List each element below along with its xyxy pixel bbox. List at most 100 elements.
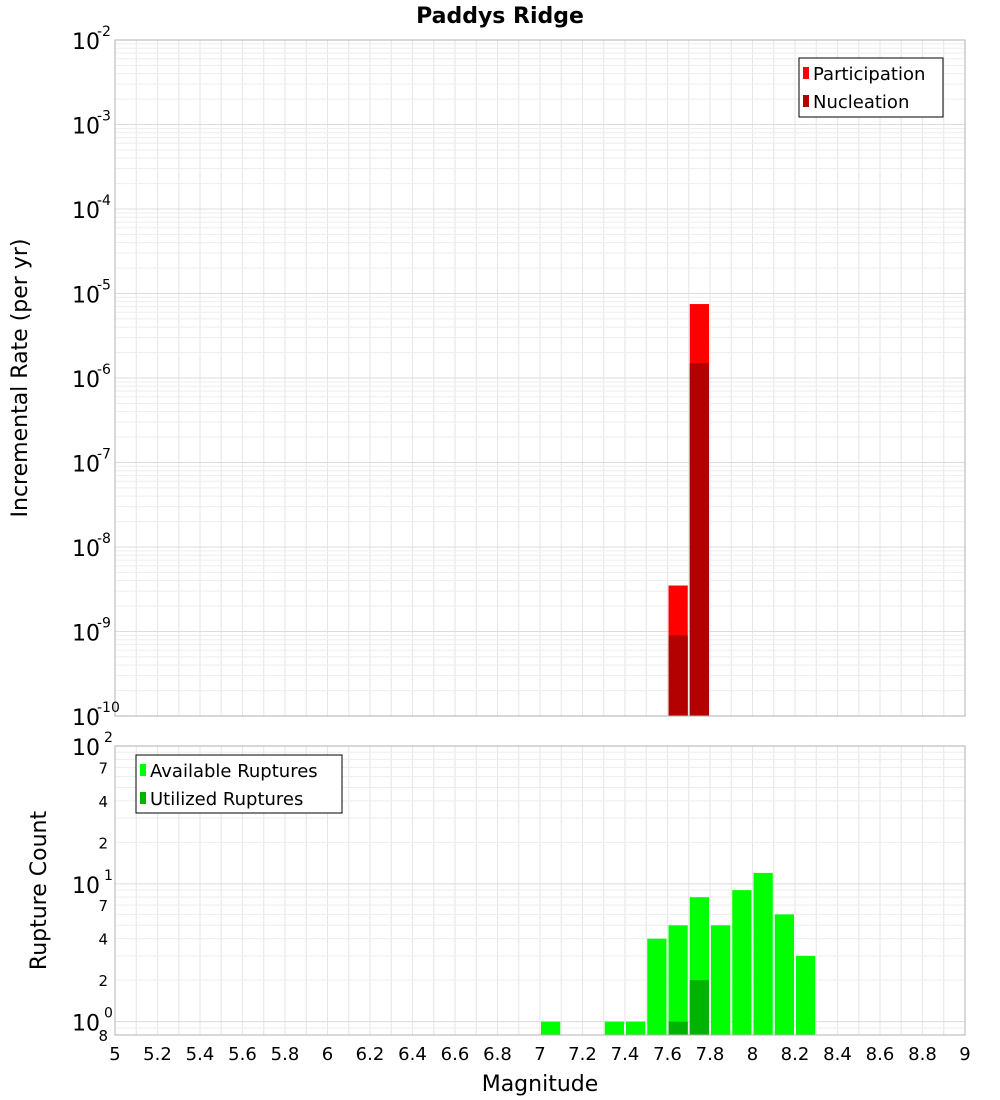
x-tick-label: 9 bbox=[959, 1044, 970, 1065]
bottom-legend-swatch bbox=[140, 764, 146, 776]
top-legend-swatch bbox=[803, 95, 809, 107]
nucleation-bar bbox=[689, 363, 709, 716]
top-grid bbox=[114, 40, 966, 717]
x-tick-label: 5.8 bbox=[271, 1044, 300, 1065]
x-tick-label: 5.4 bbox=[186, 1044, 215, 1065]
y-tick-base: 10 bbox=[72, 874, 100, 899]
y-tick-base: 10 bbox=[72, 706, 100, 731]
utilized-ruptures-bar bbox=[689, 980, 709, 1035]
x-tick-label: 7.2 bbox=[568, 1044, 597, 1065]
top-y-ticks: 10-210-310-410-510-610-710-810-910-10 bbox=[72, 24, 120, 731]
y-tick-base: 10 bbox=[72, 368, 100, 393]
y-tick-exponent: -6 bbox=[97, 362, 111, 378]
y-tick-exponent: -9 bbox=[97, 616, 111, 632]
bottom-y-minor-tick: 4 bbox=[98, 931, 108, 949]
top-y-tick-label: 10-3 bbox=[72, 109, 111, 140]
bottom-y-minor-tick: 2 bbox=[98, 972, 108, 990]
x-tick-label: 5.2 bbox=[143, 1044, 172, 1065]
available-ruptures-bar bbox=[732, 890, 752, 1035]
available-ruptures-bar bbox=[647, 938, 667, 1035]
y-tick-base: 10 bbox=[72, 284, 100, 309]
y-tick-base: 10 bbox=[72, 1012, 100, 1037]
y-tick-exponent: -4 bbox=[97, 193, 111, 209]
bottom-y-axis-label: Rupture Count bbox=[27, 811, 52, 971]
top-y-axis-label: Incremental Rate (per yr) bbox=[8, 239, 33, 518]
bottom-y-minor-tick: 8 bbox=[98, 1027, 108, 1045]
x-tick-label: 6.4 bbox=[398, 1044, 427, 1065]
y-tick-exponent: -2 bbox=[97, 24, 111, 40]
x-tick-label: 8.4 bbox=[823, 1044, 852, 1065]
available-ruptures-bar bbox=[626, 1021, 646, 1035]
top-y-tick-label: 10-4 bbox=[72, 193, 111, 224]
bottom-plot-frame bbox=[114, 745, 966, 1036]
x-tick-label: 7.8 bbox=[696, 1044, 725, 1065]
top-legend-label: Participation bbox=[813, 64, 925, 85]
bottom-y-minor-tick: 2 bbox=[98, 834, 108, 852]
bottom-grid bbox=[114, 745, 966, 1036]
y-tick-base: 10 bbox=[72, 736, 100, 761]
y-tick-exponent: -10 bbox=[97, 700, 120, 716]
x-ticks: 5 5.2 5.4 5.6 5.8 6 6.2 6.4 6.6 6.8 7 7.2 7.4 7.6 7.8 8… bbox=[109, 1044, 970, 1065]
bottom-y-major-tick: 10 2 bbox=[72, 730, 113, 761]
bottom-legend-swatch bbox=[140, 792, 146, 804]
bottom-legend: Available Ruptures Utilized Ruptures bbox=[135, 754, 343, 814]
x-tick-label: 6.6 bbox=[441, 1044, 470, 1065]
y-tick-base: 10 bbox=[72, 115, 100, 140]
top-y-tick-label: 10-6 bbox=[72, 362, 111, 393]
top-legend-swatch bbox=[803, 67, 809, 79]
x-tick-label: 7.6 bbox=[653, 1044, 682, 1065]
utilized-ruptures-bar bbox=[668, 1021, 688, 1035]
nucleation-bar bbox=[668, 635, 688, 716]
top-y-tick-label: 10-2 bbox=[72, 24, 111, 55]
x-tick-label: 5 bbox=[109, 1044, 120, 1065]
bottom-y-minor-tick: 7 bbox=[98, 897, 108, 915]
available-ruptures-bar bbox=[604, 1021, 624, 1035]
x-tick-label: 6 bbox=[322, 1044, 333, 1065]
bottom-y-minor-tick: 7 bbox=[98, 759, 108, 777]
x-tick-label: 8.8 bbox=[908, 1044, 937, 1065]
top-legend: Participation Nucleation bbox=[798, 57, 944, 118]
x-tick-label: 8.6 bbox=[866, 1044, 895, 1065]
available-ruptures-bar bbox=[668, 925, 688, 1035]
top-y-tick-label: 10-9 bbox=[72, 616, 111, 647]
x-tick-label: 6.8 bbox=[483, 1044, 512, 1065]
x-tick-label: 7 bbox=[534, 1044, 545, 1065]
top-legend-label: Nucleation bbox=[813, 92, 909, 113]
bottom-y-major-tick: 10 1 bbox=[72, 868, 113, 899]
top-legend-box bbox=[798, 57, 944, 118]
chart-title: Paddys Ridge bbox=[416, 4, 584, 29]
y-tick-exponent: -8 bbox=[97, 531, 111, 547]
y-tick-base: 10 bbox=[72, 622, 100, 647]
y-tick-exponent: -5 bbox=[97, 278, 111, 294]
y-tick-base: 10 bbox=[72, 199, 100, 224]
top-y-tick-label: 10-10 bbox=[72, 700, 120, 731]
bottom-y-major-tick: 10 0 bbox=[72, 1006, 113, 1037]
y-tick-exponent: -7 bbox=[97, 447, 111, 463]
x-tick-label: 6.2 bbox=[356, 1044, 385, 1065]
y-tick-exponent: 1 bbox=[104, 868, 113, 884]
x-axis-label: Magnitude bbox=[482, 1072, 599, 1097]
bottom-y-minor-tick: 4 bbox=[98, 793, 108, 811]
bottom-legend-label: Available Ruptures bbox=[150, 761, 318, 782]
top-y-tick-label: 10-7 bbox=[72, 447, 111, 478]
available-ruptures-bar bbox=[541, 1021, 561, 1035]
y-tick-base: 10 bbox=[72, 453, 100, 478]
available-ruptures-bar bbox=[796, 955, 816, 1035]
available-ruptures-bar bbox=[753, 872, 773, 1035]
top-y-tick-label: 10-5 bbox=[72, 278, 111, 309]
available-ruptures-bar bbox=[711, 925, 731, 1035]
top-plot-frame bbox=[114, 39, 966, 717]
top-y-tick-label: 10-8 bbox=[72, 531, 111, 562]
y-tick-exponent: -3 bbox=[97, 109, 111, 125]
x-tick-label: 7.4 bbox=[611, 1044, 640, 1065]
y-tick-exponent: 2 bbox=[104, 730, 113, 746]
x-tick-label: 8.2 bbox=[781, 1044, 810, 1065]
top-bars bbox=[668, 304, 709, 716]
y-tick-base: 10 bbox=[72, 537, 100, 562]
bottom-legend-label: Utilized Ruptures bbox=[150, 789, 303, 810]
bottom-legend-box bbox=[135, 754, 343, 814]
x-tick-label: 8 bbox=[747, 1044, 758, 1065]
x-tick-label: 5.6 bbox=[228, 1044, 257, 1065]
